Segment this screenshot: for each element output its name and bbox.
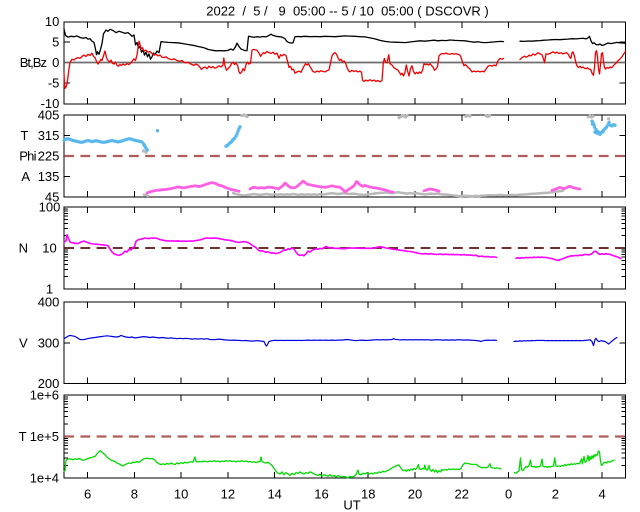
svg-text:300: 300	[38, 335, 60, 350]
svg-text:0: 0	[505, 487, 512, 502]
svg-text:V: V	[19, 335, 28, 350]
svg-text:10: 10	[45, 14, 59, 29]
svg-text:Phi: Phi	[19, 149, 36, 164]
svg-text:4: 4	[598, 487, 605, 502]
svg-text:8: 8	[131, 487, 138, 502]
svg-text:1e+5: 1e+5	[30, 429, 59, 444]
svg-text:N: N	[19, 241, 28, 256]
svg-text:1e+4: 1e+4	[30, 471, 59, 486]
svg-text:135: 135	[38, 169, 60, 184]
svg-text:5: 5	[52, 35, 59, 50]
svg-text:45: 45	[45, 190, 59, 205]
svg-text:405: 405	[38, 108, 60, 123]
svg-text:315: 315	[38, 128, 60, 143]
svg-text:22: 22	[455, 487, 469, 502]
svg-text:225: 225	[38, 149, 60, 164]
svg-text:6: 6	[84, 487, 91, 502]
svg-text:1: 1	[46, 282, 53, 297]
svg-text:A: A	[21, 169, 30, 184]
svg-text:10: 10	[174, 487, 188, 502]
svg-text:2022 / 5 / 9 05:00 -- 5 /: 2022 / 5 / 9 05:00 -- 5 / 10 05:00 ( DSC…	[206, 4, 489, 19]
svg-text:2: 2	[552, 487, 559, 502]
svg-text:-5: -5	[48, 76, 60, 91]
svg-text:20: 20	[408, 487, 422, 502]
svg-text:T: T	[21, 128, 29, 143]
svg-text:-10: -10	[41, 96, 60, 111]
svg-text:200: 200	[38, 376, 60, 391]
svg-text:18: 18	[361, 487, 375, 502]
svg-text:10: 10	[42, 241, 56, 256]
svg-text:14: 14	[267, 487, 281, 502]
svg-text:T: T	[19, 429, 27, 444]
svg-text:1e+6: 1e+6	[30, 388, 59, 403]
svg-text:100: 100	[39, 200, 61, 215]
svg-text:16: 16	[314, 487, 328, 502]
svg-text:Bt,Bz: Bt,Bz	[20, 55, 47, 70]
svg-text:UT: UT	[343, 498, 360, 512]
svg-text:12: 12	[221, 487, 235, 502]
svg-text:0: 0	[52, 55, 59, 70]
svg-text:400: 400	[38, 295, 60, 310]
